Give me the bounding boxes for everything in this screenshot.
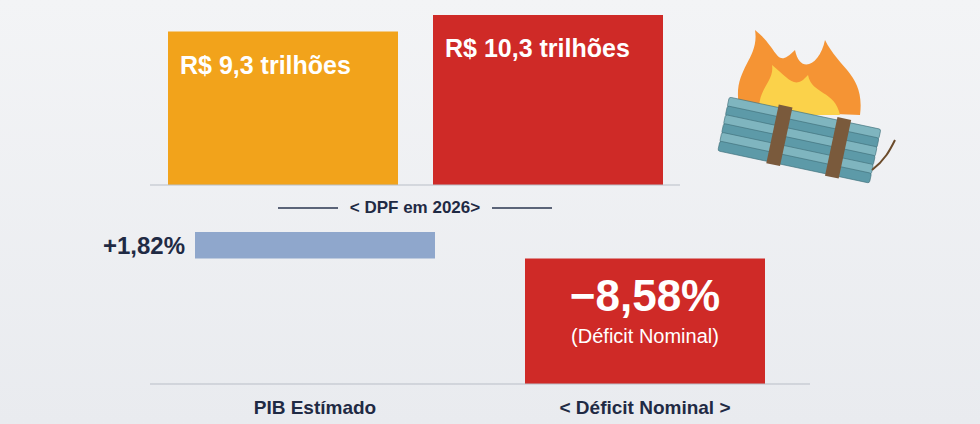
svg-text:PIB Estímado: PIB Estímado [254,397,376,418]
svg-text:−8,58%: −8,58% [570,271,720,320]
svg-text:(Déficit Nominal): (Déficit Nominal) [571,325,719,347]
svg-text:< Déficit Nominal >: < Déficit Nominal > [559,397,730,418]
svg-text:R$ 10,3 trilhões: R$ 10,3 trilhões [445,34,630,62]
svg-text:+1,82%: +1,82% [103,232,185,259]
svg-text:R$ 9,3 trilhões: R$ 9,3 trilhões [180,51,351,79]
html-text:< DPF em 2026>: < DPF em 2026> [349,198,481,217]
